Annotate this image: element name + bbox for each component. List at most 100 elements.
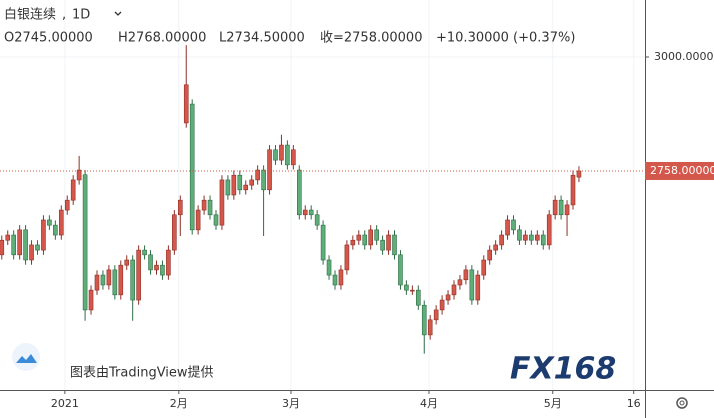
- candle-body: [302, 209, 308, 216]
- candle-body: [505, 219, 510, 236]
- tv-logo-icon: [16, 354, 37, 363]
- candle-body: [338, 269, 344, 286]
- settings-gear-hub: [679, 400, 685, 406]
- candle-body: [189, 103, 195, 231]
- candle-body: [469, 269, 475, 301]
- candle-body: [166, 249, 171, 276]
- candle-body: [183, 84, 189, 124]
- candle-body: [374, 229, 379, 241]
- candle-body: [64, 199, 70, 211]
- candle-body: [558, 199, 564, 216]
- ohlc-change: +10.30000 (+0.37%): [436, 31, 575, 46]
- candle-body: [0, 239, 5, 256]
- x-tick-label: 4月: [420, 397, 438, 410]
- candle-body: [201, 199, 207, 211]
- candle-body: [511, 219, 516, 231]
- candle-body: [576, 170, 582, 178]
- candle-body: [463, 269, 469, 281]
- last-price-label: 2758.00000: [650, 164, 714, 177]
- candle-body: [112, 269, 118, 296]
- candle-body: [570, 174, 576, 206]
- candle-body: [76, 169, 82, 181]
- candle-body: [41, 219, 46, 251]
- x-tick-label: 5月: [544, 397, 562, 410]
- interval[interactable]: 1D: [72, 8, 90, 23]
- candle-body: [421, 304, 427, 336]
- candle-body: [499, 234, 504, 246]
- watermark: 图表由TradingView提供: [70, 365, 214, 381]
- x-tick-label: 2021: [51, 397, 79, 410]
- candle-body: [58, 209, 64, 236]
- candle-body: [106, 269, 112, 286]
- candle-body: [427, 319, 433, 336]
- candle-body: [160, 264, 165, 276]
- candle-body: [100, 274, 106, 286]
- candle-body: [136, 249, 141, 301]
- candle-body: [481, 259, 487, 276]
- candle-body: [118, 264, 124, 296]
- candle-body: [148, 254, 153, 271]
- candle-body: [535, 234, 540, 241]
- candle-body: [231, 174, 237, 196]
- plot: [0, 0, 645, 390]
- candle-body: [445, 294, 451, 301]
- candle-body: [529, 234, 534, 241]
- candle-body: [177, 199, 183, 216]
- candle-body: [23, 229, 28, 261]
- candle-body: [433, 309, 439, 321]
- candle-body: [267, 149, 272, 191]
- candle-body: [564, 204, 570, 216]
- candle-body: [130, 259, 135, 301]
- candle-body: [546, 214, 552, 246]
- settings-icon[interactable]: [676, 397, 688, 409]
- candle-body: [255, 169, 260, 181]
- candle-body: [487, 249, 493, 261]
- ohlc-low: L2734.50000: [219, 31, 305, 46]
- candle-body: [517, 229, 522, 241]
- candle-body: [439, 299, 445, 311]
- candle-body: [392, 234, 397, 256]
- candle-body: [219, 179, 225, 226]
- candle-body: [47, 219, 52, 226]
- candle-body: [344, 244, 350, 271]
- candle-body: [142, 249, 147, 256]
- candle-body: [195, 209, 201, 231]
- candle-body: [243, 184, 249, 191]
- candle-body: [523, 234, 528, 241]
- candle-body: [172, 214, 177, 251]
- settings-gear: [676, 397, 688, 409]
- candle-body: [124, 259, 130, 266]
- y-tick-label: 3000.00000: [654, 50, 714, 63]
- candle-body: [410, 289, 415, 292]
- candle-body: [404, 284, 409, 291]
- candle-body: [249, 179, 254, 186]
- tv-logo[interactable]: [12, 343, 40, 371]
- candle-body: [154, 264, 159, 271]
- candle-body: [540, 234, 546, 246]
- candle-body: [291, 149, 296, 166]
- candle-body: [225, 179, 231, 196]
- candle-body: [398, 254, 403, 286]
- candle-body: [237, 174, 243, 191]
- interval-caret[interactable]: [114, 11, 122, 16]
- ohlc-open: O2745.00000: [4, 31, 93, 46]
- candle-body: [285, 144, 290, 166]
- candle-body: [94, 274, 100, 291]
- symbol-sep: ,: [62, 8, 66, 23]
- candle-body: [5, 234, 11, 241]
- candle-body: [332, 274, 338, 286]
- candle-body: [53, 224, 58, 236]
- x-tick-label: 3月: [282, 397, 300, 410]
- candle-body: [29, 244, 34, 261]
- x-tick-label: 16: [627, 397, 641, 410]
- last-price-box: [645, 161, 714, 180]
- candle-body: [386, 234, 391, 251]
- candle-body: [457, 279, 463, 286]
- candle-body: [350, 239, 356, 246]
- symbol[interactable]: 白银连续: [4, 7, 56, 23]
- candle-body: [35, 244, 40, 251]
- candle-body: [273, 149, 278, 161]
- brand-logo: FX168: [510, 352, 616, 387]
- candle-body: [552, 199, 558, 216]
